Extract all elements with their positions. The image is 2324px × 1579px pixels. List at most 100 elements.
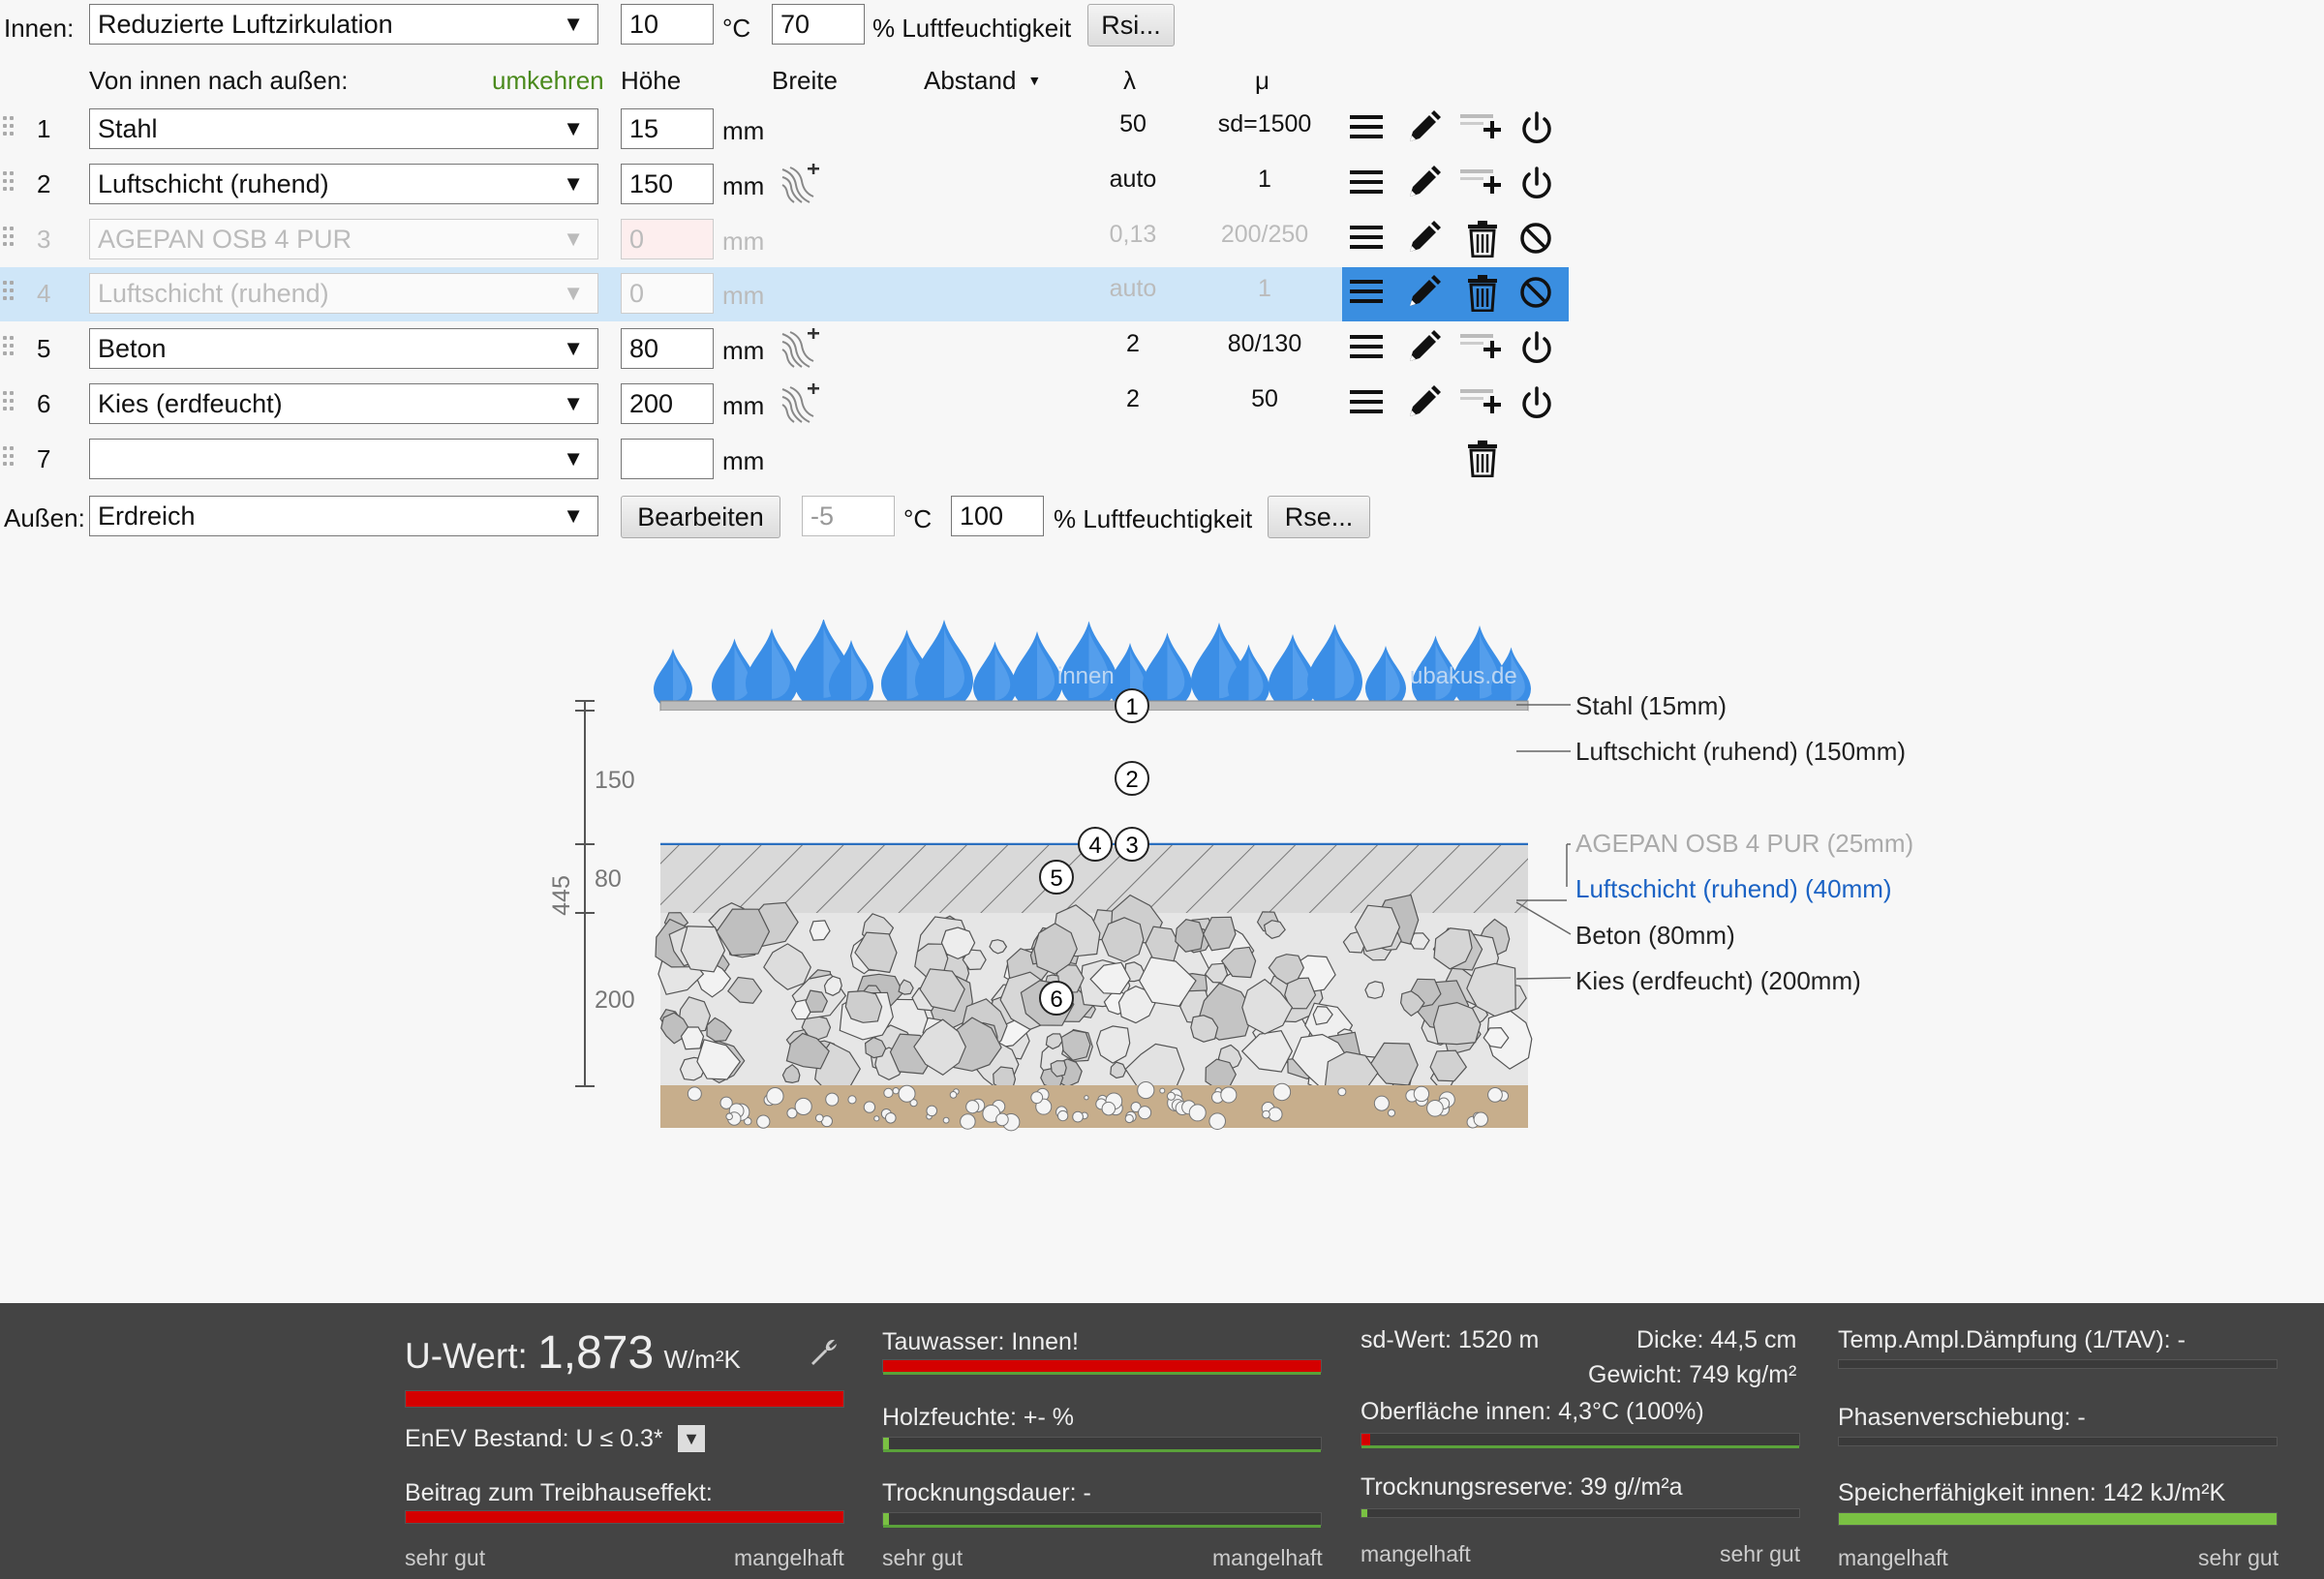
col-spacing[interactable]: Abstand ▼ (924, 66, 1041, 95)
phasen-label: Phasenverschiebung: - (1838, 1404, 2086, 1431)
delete-trash-icon[interactable] (1466, 275, 1499, 314)
outer-humidity-input[interactable]: 100 (951, 496, 1044, 536)
layer-row-4[interactable]: 4 Luftschicht (ruhend) ▼ 0 mm auto 1 (0, 267, 1569, 321)
layer-row-6[interactable]: 6 Kies (erdfeucht) ▼ 200 mm 2 50 (0, 378, 1569, 432)
layer-height-input[interactable]: 0 (621, 273, 714, 314)
delete-trash-icon[interactable] (1466, 221, 1499, 259)
layer-row-1[interactable]: 1 Stahl ▼ 15 mm 50 sd=1500 (0, 103, 1569, 157)
power-toggle-icon[interactable] (1518, 330, 1555, 369)
add-inhomogeneous-icon[interactable] (780, 328, 819, 376)
dropdown-arrow-icon: ▼ (563, 227, 584, 251)
material-select[interactable]: Kies (erdfeucht) ▼ (89, 383, 598, 424)
layer-row-3[interactable]: 3 AGEPAN OSB 4 PUR ▼ 0 mm 0,13 200/250 (0, 213, 1569, 267)
water-drop-icon (746, 628, 798, 707)
scale-good: sehr gut (405, 1545, 486, 1570)
dim-150-label: 150 (595, 767, 635, 794)
edit-pencil-icon[interactable] (1406, 275, 1441, 314)
wrench-icon[interactable] (808, 1336, 841, 1369)
outer-temperature-input[interactable]: -5 (802, 496, 895, 536)
layer-row-5[interactable]: 5 Beton ▼ 80 mm 2 80/130 (0, 322, 1569, 377)
layer-lambda: auto (1109, 166, 1157, 193)
speicher-label: Speicherfähigkeit innen: 142 kJ/m²K (1838, 1479, 2226, 1506)
gravel-stone (1263, 920, 1286, 939)
add-layer-icon[interactable] (1460, 385, 1503, 424)
soil-pebble (766, 1087, 784, 1106)
add-layer-icon[interactable] (1460, 330, 1503, 369)
disabled-block-icon[interactable] (1518, 275, 1553, 314)
layer-mu: 1 (1258, 166, 1271, 193)
layer-menu-icon[interactable] (1348, 330, 1385, 369)
layer-height-input[interactable]: 80 (621, 328, 714, 369)
svg-text:3: 3 (1125, 833, 1138, 859)
power-toggle-icon[interactable] (1518, 385, 1555, 424)
legend-item-6: Kies (erdfeucht) (200mm) (1575, 966, 1861, 995)
gravel-stone (1466, 962, 1516, 1017)
add-layer-icon[interactable] (1460, 110, 1503, 149)
layer-menu-icon[interactable] (1348, 385, 1385, 424)
material-select[interactable]: Luftschicht (ruhend) ▼ (89, 273, 598, 314)
add-inhomogeneous-icon[interactable] (780, 383, 819, 431)
rsi-button[interactable]: Rsi... (1087, 4, 1175, 46)
gravel-stone (1050, 1060, 1067, 1078)
soil-pebble (942, 1116, 950, 1124)
soil-pebble (1337, 1087, 1347, 1097)
layer-height-input[interactable] (621, 439, 714, 479)
soil-pebble (873, 1115, 880, 1122)
delete-trash-icon[interactable] (1466, 440, 1499, 479)
gravel-stone (1432, 1001, 1482, 1046)
edit-pencil-icon[interactable] (1406, 385, 1441, 424)
inner-temperature-input[interactable]: 10 (621, 4, 714, 45)
edit-pencil-icon[interactable] (1406, 221, 1441, 259)
enev-dropdown-icon[interactable]: ▼ (678, 1425, 705, 1452)
drag-handle-icon[interactable] (3, 227, 15, 250)
drag-handle-icon[interactable] (3, 336, 15, 359)
material-value: AGEPAN OSB 4 PUR (98, 225, 352, 254)
layer-row-2[interactable]: 2 Luftschicht (ruhend) ▼ 150 mm auto 1 (0, 158, 1569, 212)
gravel-stone (1483, 1026, 1510, 1048)
watermark-site: ubakus.de (1410, 663, 1517, 689)
drag-handle-icon[interactable] (3, 391, 15, 414)
gravel-stone (864, 1036, 887, 1059)
legend-item-1: Stahl (15mm) (1575, 691, 1727, 720)
material-select[interactable]: AGEPAN OSB 4 PUR ▼ (89, 219, 598, 259)
outer-climate-select[interactable]: Erdreich ▼ (89, 496, 598, 536)
add-layer-icon[interactable] (1460, 166, 1503, 204)
material-select[interactable]: Beton ▼ (89, 328, 598, 369)
soil-pebble (1220, 1086, 1238, 1104)
edit-pencil-icon[interactable] (1406, 110, 1441, 149)
col-width: Breite (772, 66, 838, 95)
edit-pencil-icon[interactable] (1406, 330, 1441, 369)
soil-pebble (1487, 1087, 1503, 1103)
gravel-stone (706, 1017, 732, 1043)
power-toggle-icon[interactable] (1518, 110, 1555, 149)
layer-height-input[interactable]: 0 (621, 219, 714, 259)
gravel-stone (801, 1016, 832, 1041)
inner-humidity-input[interactable]: 70 (772, 4, 865, 45)
drag-handle-icon[interactable] (3, 281, 15, 304)
layer-menu-icon[interactable] (1348, 166, 1385, 204)
drag-handle-icon[interactable] (3, 446, 15, 470)
material-select[interactable]: Luftschicht (ruhend) ▼ (89, 164, 598, 204)
reverse-link[interactable]: umkehren (492, 66, 604, 95)
layer-menu-icon[interactable] (1348, 221, 1385, 259)
soil-pebble (1473, 1111, 1488, 1127)
drag-handle-icon[interactable] (3, 171, 15, 195)
layer-menu-icon[interactable] (1348, 110, 1385, 149)
rse-button[interactable]: Rse... (1268, 496, 1370, 538)
power-toggle-icon[interactable] (1518, 166, 1555, 204)
layer-menu-icon[interactable] (1348, 275, 1385, 314)
dim-200-label: 200 (595, 987, 635, 1014)
layer-height-input[interactable]: 200 (621, 383, 714, 424)
material-select[interactable]: Stahl ▼ (89, 108, 598, 149)
inner-climate-select[interactable]: Reduzierte Luftzirkulation ▼ (89, 4, 598, 45)
edit-pencil-icon[interactable] (1406, 166, 1441, 204)
soil-pebble (814, 1113, 824, 1123)
layer-height-input[interactable]: 15 (621, 108, 714, 149)
layer-row-7[interactable]: 7 ▼ mm (0, 433, 1569, 487)
drag-handle-icon[interactable] (3, 116, 15, 139)
edit-button[interactable]: Bearbeiten (621, 496, 780, 538)
disabled-block-icon[interactable] (1518, 221, 1553, 259)
add-inhomogeneous-icon[interactable] (780, 164, 819, 211)
material-select[interactable]: ▼ (89, 439, 598, 479)
layer-height-input[interactable]: 150 (621, 164, 714, 204)
